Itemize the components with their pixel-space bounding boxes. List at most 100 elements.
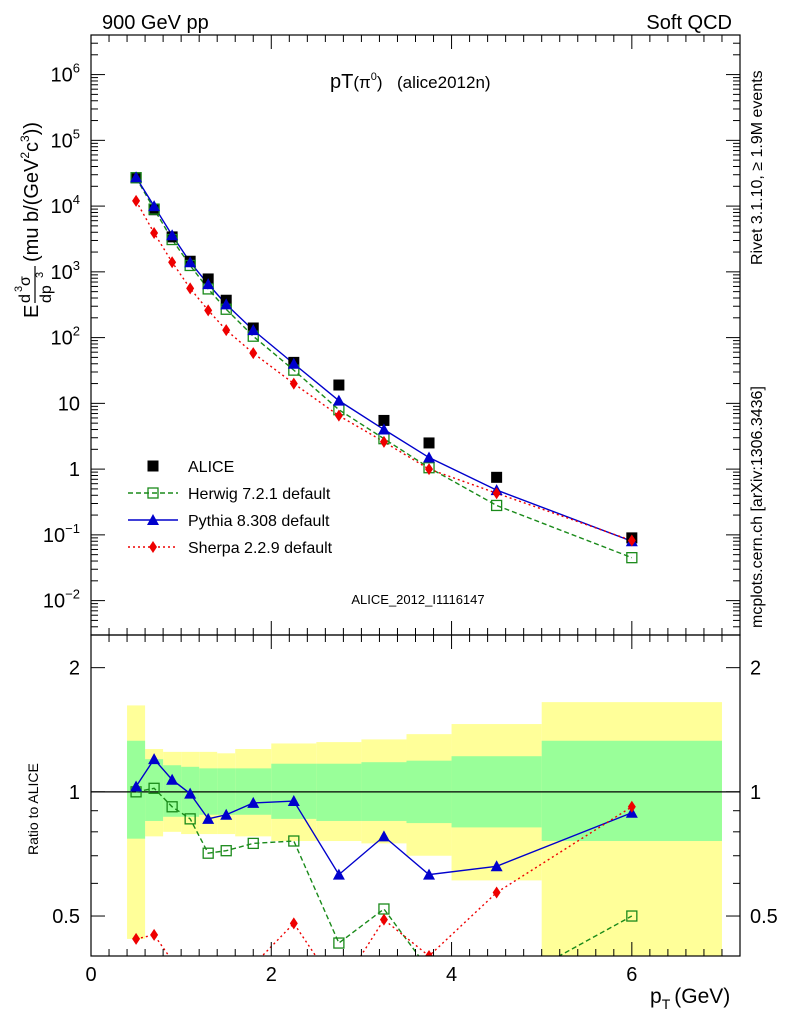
main-ytick-label: 10−2 xyxy=(43,587,80,613)
ratio-point-pythia xyxy=(184,787,197,799)
main-ytick-labels: 10−2 10−1 1 10 102 103 104 105 106 xyxy=(43,61,80,613)
ylabel-numerator-sup: 3 xyxy=(13,286,25,292)
legend-marker-sherpa xyxy=(149,541,157,553)
main-point-pythia xyxy=(220,298,233,310)
main-point-pythia xyxy=(247,324,260,336)
main-point-alice xyxy=(333,379,345,391)
main-point-sherpa xyxy=(334,409,343,422)
ratio-ytick-label-right: 0.5 xyxy=(750,906,778,928)
ratio-point-herwig xyxy=(626,910,638,922)
main-ytick-label: 104 xyxy=(51,192,80,218)
xtick-label: 4 xyxy=(446,964,457,986)
ratio-point-sherpa xyxy=(492,886,501,899)
main-point-sherpa xyxy=(425,463,434,476)
ratio-ytick-labels: 0.5 0.5 1 1 2 2 xyxy=(52,658,778,928)
ratio-ytick-label-right: 1 xyxy=(750,782,761,804)
main-point-pythia xyxy=(287,357,300,369)
main-point-alice xyxy=(491,471,503,483)
ratio-point-sherpa xyxy=(379,913,388,926)
legend-label-alice: ALICE xyxy=(188,459,234,476)
main-point-sherpa xyxy=(249,347,258,360)
main-point-sherpa xyxy=(204,304,213,317)
ratio-point-herwig xyxy=(202,847,214,859)
main-point-pythia xyxy=(202,278,215,290)
ratio-point-herwig xyxy=(166,801,178,813)
xaxis-label: pT (GeV) xyxy=(650,985,730,1012)
ylabel-denominator-sup: 3 xyxy=(34,272,46,278)
xtick-label: 0 xyxy=(85,964,96,986)
plot-title-tag: (alice2012n) xyxy=(397,73,491,92)
ratio-point-sherpa xyxy=(289,917,298,930)
ratio-point-herwig xyxy=(247,837,259,850)
main-point-pythia xyxy=(332,394,345,406)
main-point-sherpa xyxy=(132,194,141,207)
main-point-alice xyxy=(423,437,435,449)
ratio-point-sherpa xyxy=(132,932,141,945)
main-markers xyxy=(130,171,638,564)
main-point-pythia xyxy=(166,229,179,241)
ratio-markers xyxy=(130,753,638,956)
ylabel-numerator-d: d xyxy=(17,294,34,303)
main-point-herwig xyxy=(490,499,503,512)
ratio-point-pythia xyxy=(166,773,179,785)
main-point-sherpa xyxy=(289,377,298,390)
ratio-point-sherpa xyxy=(150,928,159,941)
ratio-point-pythia xyxy=(202,812,215,824)
ratio-frame xyxy=(90,634,741,957)
ratio-point-herwig xyxy=(184,813,196,825)
legend: ALICE Herwig 7.2.1 default Pythia 8.308 de… xyxy=(128,459,333,557)
ratio-point-pythia xyxy=(130,780,143,792)
xtick-label: 6 xyxy=(626,964,637,986)
ratio-point-herwig xyxy=(220,845,232,857)
analysis-watermark: ALICE_2012_I1116147 xyxy=(351,592,484,607)
ratio-ytick-label-left: 0.5 xyxy=(52,906,80,928)
main-ytick-label: 103 xyxy=(51,258,80,284)
ratio-point-sherpa xyxy=(425,950,434,956)
svg-text:E: E xyxy=(21,305,43,318)
mcplots-label: mcplots.cern.ch [arXiv:1306.3436] xyxy=(749,386,766,628)
legend-marker-pythia xyxy=(147,514,159,525)
ratio-point-pythia xyxy=(148,753,161,765)
ratio-band-inner xyxy=(541,740,722,842)
ylabel-denominator: dp xyxy=(38,285,55,303)
ratio-ytick-label-right: 2 xyxy=(750,658,761,680)
main-ytick-label: 106 xyxy=(51,61,80,87)
ratio-point-herwig xyxy=(333,937,345,949)
ratio-point-pythia xyxy=(490,860,503,872)
ratio-ylabel: Ratio to ALICE xyxy=(25,763,41,855)
ratio-point-sherpa xyxy=(627,800,636,813)
ratio-ytick-label-left: 2 xyxy=(69,658,80,680)
main-ylabel: E d 3 σ dp 3 (mu b/(GeV2c3)) xyxy=(13,122,55,318)
main-point-sherpa xyxy=(168,256,177,269)
ratio-line-herwig xyxy=(135,787,633,956)
ratio-point-herwig xyxy=(148,782,160,794)
ratio-point-pythia xyxy=(287,795,300,807)
main-point-alice xyxy=(378,414,390,426)
rivet-label: Rivet 3.1.10, ≥ 1.9M events xyxy=(749,70,766,265)
main-point-sherpa xyxy=(492,487,501,500)
main-point-pythia xyxy=(130,171,143,183)
ratio-point-pythia xyxy=(377,830,390,842)
main-ytick-label: 102 xyxy=(51,324,80,350)
plot-title: pT(π0) xyxy=(330,71,383,93)
legend-marker-herwig xyxy=(147,487,159,499)
ratio-point-pythia xyxy=(332,868,345,880)
main-ytick-label: 1 xyxy=(69,459,80,481)
xtick-labels: 0 2 4 6 xyxy=(85,964,637,986)
main-point-pythia xyxy=(148,200,161,212)
main-point-sherpa xyxy=(379,435,388,448)
main-point-sherpa xyxy=(186,282,195,295)
ratio-point-herwig xyxy=(288,835,300,847)
main-point-herwig xyxy=(626,552,638,564)
main-point-sherpa xyxy=(627,534,636,547)
header-left: 900 GeV pp xyxy=(102,12,209,34)
main-ytick-label: 10−1 xyxy=(43,521,80,547)
legend-label-pythia: Pythia 8.308 default xyxy=(188,513,330,530)
main-point-pythia xyxy=(377,423,390,435)
ratio-bands xyxy=(91,702,740,956)
main-axis-ticks xyxy=(90,34,740,636)
ylabel-units: (mu b/(GeV2c3)) xyxy=(18,122,43,262)
legend-label-herwig: Herwig 7.2.1 default xyxy=(188,486,331,503)
ylabel-numerator-sigma: σ xyxy=(17,276,34,286)
